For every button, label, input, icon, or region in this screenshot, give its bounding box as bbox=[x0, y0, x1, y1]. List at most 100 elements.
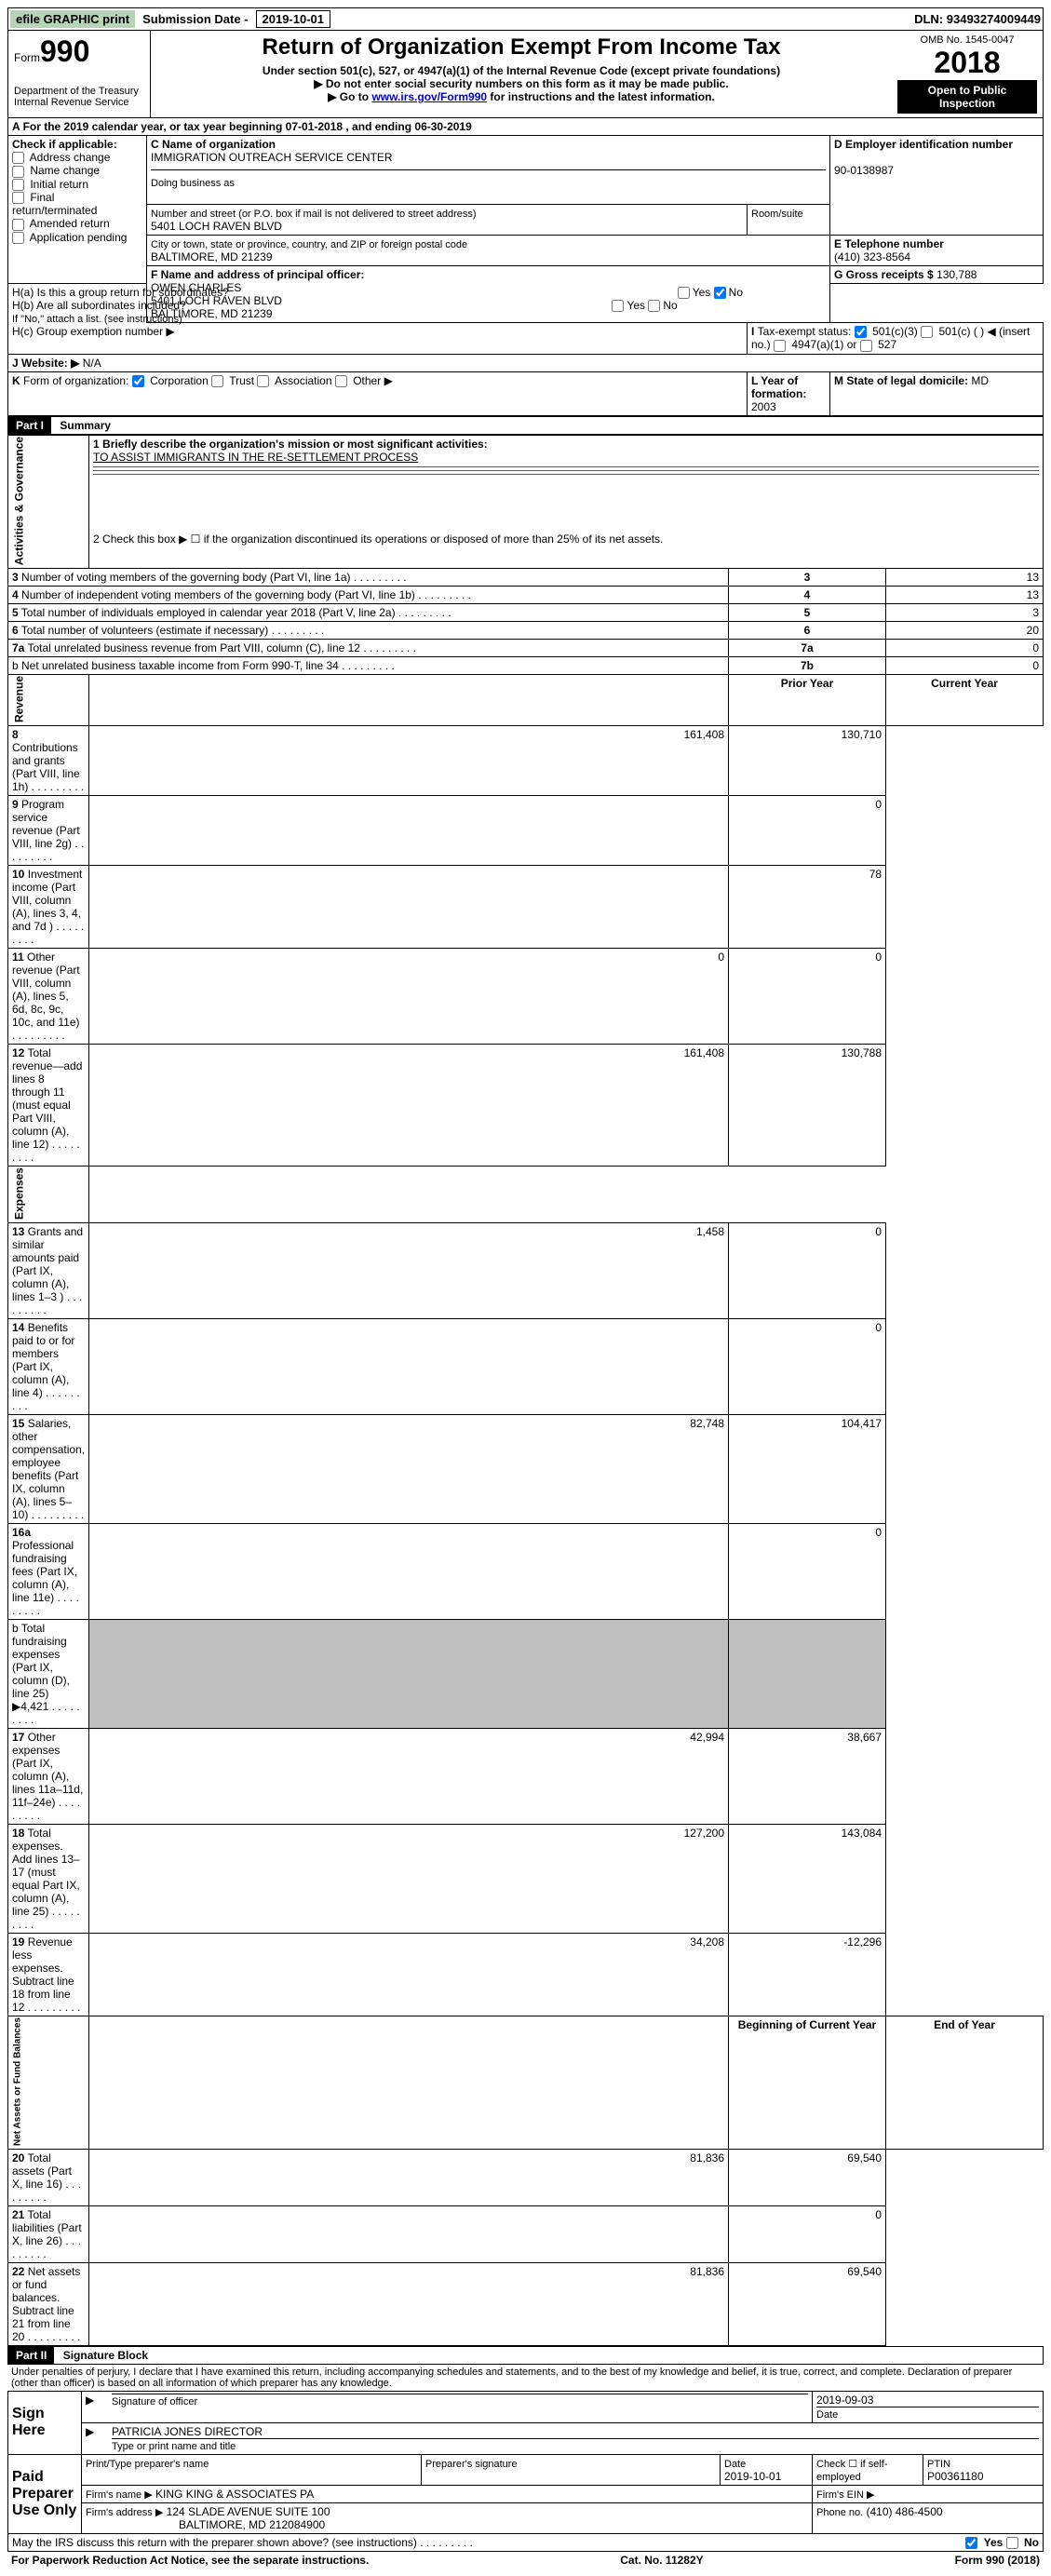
cb-amended[interactable] bbox=[12, 219, 24, 231]
summary-row: 9 Program service revenue (Part VIII, li… bbox=[8, 795, 1044, 865]
mission-text: TO ASSIST IMMIGRANTS IN THE RE-SETTLEMEN… bbox=[93, 451, 418, 464]
cb-final-return[interactable] bbox=[12, 192, 24, 204]
submission-label: Submission Date - bbox=[142, 12, 248, 26]
city-state-zip: BALTIMORE, MD 21239 bbox=[151, 250, 273, 263]
hc-label: H(c) Group exemption number ▶ bbox=[12, 325, 175, 338]
ha-no[interactable] bbox=[714, 287, 726, 299]
cb-501c3[interactable] bbox=[855, 326, 867, 338]
summary-row: 13 Grants and similar amounts paid (Part… bbox=[8, 1222, 1044, 1318]
firm-name: KING KING & ASSOCIATES PA bbox=[155, 2488, 314, 2501]
cb-application-pending[interactable] bbox=[12, 232, 24, 244]
summary-row: b Net unrelated business taxable income … bbox=[8, 656, 1044, 674]
cb-501c[interactable] bbox=[921, 326, 933, 338]
section-a: A For the 2019 calendar year, or tax yea… bbox=[7, 117, 1044, 416]
summary-row: 12 Total revenue—add lines 8 through 11 … bbox=[8, 1044, 1044, 1166]
summary-row: 11 Other revenue (Part VIII, column (A),… bbox=[8, 948, 1044, 1044]
col-prior: Prior Year bbox=[729, 674, 886, 725]
g-label: G Gross receipts $ bbox=[834, 268, 934, 281]
form-subtitle: Under section 501(c), 527, or 4947(a)(1)… bbox=[160, 64, 883, 77]
sig-date: 2019-09-03 bbox=[816, 2394, 873, 2407]
summary-row: 3 Number of voting members of the govern… bbox=[8, 568, 1044, 586]
hb-no[interactable] bbox=[648, 300, 660, 312]
street-label: Number and street (or P.O. box if mail i… bbox=[151, 209, 477, 220]
cb-trust[interactable] bbox=[211, 375, 223, 387]
cb-name-change[interactable] bbox=[12, 166, 24, 178]
sign-here: Sign Here bbox=[8, 2391, 82, 2454]
summary-row: 5 Total number of individuals employed i… bbox=[8, 603, 1044, 621]
hb-note: If "No," attach a list. (see instruction… bbox=[12, 314, 182, 325]
firm-city: BALTIMORE, MD 212084900 bbox=[86, 2518, 325, 2531]
part-i-label: Part I bbox=[8, 417, 51, 434]
dept-treasury: Department of the Treasury bbox=[14, 86, 144, 97]
city-label: City or town, state or province, country… bbox=[151, 239, 467, 250]
signature-table: Sign Here ▶ Signature of officer 2019-09… bbox=[7, 2391, 1044, 2534]
summary-row: 18 Total expenses. Add lines 13–17 (must… bbox=[8, 1824, 1044, 1933]
form-label: Form bbox=[14, 51, 40, 64]
efile-badge: efile GRAPHIC print bbox=[10, 10, 135, 28]
irs-label: Internal Revenue Service bbox=[14, 97, 144, 108]
note-link: ▶ Go to www.irs.gov/Form990 for instruct… bbox=[160, 90, 883, 103]
summary-row: 10 Investment income (Part VIII, column … bbox=[8, 865, 1044, 948]
side-net: Net Assets or Fund Balances bbox=[8, 2016, 89, 2149]
summary-row: 20 Total assets (Part X, line 16) . . . … bbox=[8, 2149, 1044, 2205]
hb-label: H(b) Are all subordinates included? bbox=[12, 299, 186, 312]
year-formation: 2003 bbox=[751, 400, 776, 413]
summary-row: 14 Benefits paid to or for members (Part… bbox=[8, 1318, 1044, 1414]
discuss-label: May the IRS discuss this return with the… bbox=[12, 2536, 417, 2549]
summary-row: 19 Revenue less expenses. Subtract line … bbox=[8, 1933, 1044, 2016]
cb-other[interactable] bbox=[335, 375, 347, 387]
summary-row: 7a Total unrelated business revenue from… bbox=[8, 639, 1044, 656]
part-ii-bar: Part II Signature Block bbox=[7, 2346, 1044, 2365]
cb-4947[interactable] bbox=[774, 340, 786, 352]
hb-yes[interactable] bbox=[612, 300, 624, 312]
line1-label: 1 Briefly describe the organization's mi… bbox=[93, 438, 488, 451]
officer-printed: PATRICIA JONES DIRECTOR bbox=[112, 2425, 263, 2438]
gross-receipts: 130,788 bbox=[936, 268, 977, 281]
e-label: E Telephone number bbox=[834, 237, 944, 250]
ha-yes[interactable] bbox=[678, 287, 690, 299]
irs-link[interactable]: www.irs.gov/Form990 bbox=[371, 90, 487, 103]
summary-row: 8 Contributions and grants (Part VIII, l… bbox=[8, 725, 1044, 795]
part-ii-label: Part II bbox=[8, 2347, 54, 2364]
street-address: 5401 LOCH RAVEN BLVD bbox=[151, 220, 282, 233]
l-label: L Year of formation: bbox=[751, 374, 806, 400]
summary-row: 16a Professional fundraising fees (Part … bbox=[8, 1523, 1044, 1619]
d-label: D Employer identification number bbox=[834, 138, 1013, 151]
ein: 90-0138987 bbox=[834, 164, 894, 177]
top-bar: efile GRAPHIC print Submission Date - 20… bbox=[7, 7, 1044, 31]
form-header: Form990 Department of the Treasury Inter… bbox=[7, 31, 1044, 117]
sig-officer-label: Signature of officer bbox=[112, 2396, 197, 2407]
cb-initial-return[interactable] bbox=[12, 179, 24, 191]
side-expenses: Expenses bbox=[8, 1166, 89, 1222]
cb-assoc[interactable] bbox=[257, 375, 269, 387]
org-name: IMMIGRATION OUTREACH SERVICE CENTER bbox=[151, 151, 393, 164]
check-self-employed[interactable]: Check ☐ if self-employed bbox=[816, 2459, 888, 2483]
cb-address-change[interactable] bbox=[12, 152, 24, 164]
line2: 2 Check this box ▶ ☐ if the organization… bbox=[89, 531, 1044, 568]
ha-label: H(a) Is this a group return for subordin… bbox=[12, 286, 229, 299]
ptin: P00361180 bbox=[927, 2470, 984, 2483]
form-title: Return of Organization Exempt From Incom… bbox=[160, 34, 883, 61]
col-current: Current Year bbox=[886, 674, 1044, 725]
part-i-bar: Part I Summary bbox=[7, 416, 1044, 435]
side-governance: Activities & Governance bbox=[8, 435, 89, 568]
paid-preparer: Paid Preparer Use Only bbox=[8, 2454, 82, 2533]
footer: For Paperwork Reduction Act Notice, see … bbox=[7, 2552, 1044, 2569]
omb-number: OMB No. 1545-0047 bbox=[897, 34, 1037, 46]
cb-527[interactable] bbox=[860, 340, 872, 352]
discuss-no[interactable] bbox=[1006, 2537, 1018, 2549]
label-j: J bbox=[12, 357, 21, 370]
telephone: (410) 323-8564 bbox=[834, 250, 910, 263]
label-k: K bbox=[12, 374, 23, 387]
summary-row: 22 Net assets or fund balances. Subtract… bbox=[8, 2262, 1044, 2345]
summary-row: 6 Total number of volunteers (estimate i… bbox=[8, 621, 1044, 639]
check-applicable: Check if applicable: bbox=[12, 138, 117, 151]
summary-table: Activities & Governance 1 Briefly descri… bbox=[7, 435, 1044, 2346]
side-revenue: Revenue bbox=[8, 674, 89, 725]
discuss-yes[interactable] bbox=[965, 2537, 977, 2549]
tax-year: 2018 bbox=[897, 46, 1037, 80]
summary-row: b Total fundraising expenses (Part IX, c… bbox=[8, 1619, 1044, 1728]
summary-row: 21 Total liabilities (Part X, line 26) .… bbox=[8, 2205, 1044, 2262]
cb-corp[interactable] bbox=[132, 375, 144, 387]
inspection-badge: Open to Public Inspection bbox=[897, 80, 1037, 114]
